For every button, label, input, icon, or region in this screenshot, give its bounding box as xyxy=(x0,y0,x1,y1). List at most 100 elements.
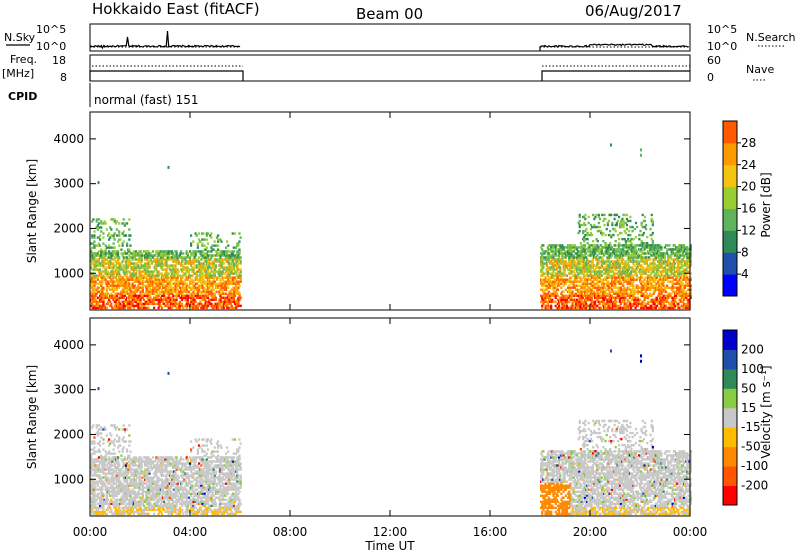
power-cell xyxy=(624,296,627,300)
power-cell xyxy=(94,266,97,269)
power-cell xyxy=(677,302,680,306)
power-cell xyxy=(544,272,547,275)
power-cell xyxy=(164,304,167,308)
power-cell xyxy=(191,280,194,283)
power-cell xyxy=(169,284,173,287)
power-cell xyxy=(655,254,659,257)
power-cell xyxy=(581,246,584,249)
power-cell xyxy=(200,278,203,281)
power-cell xyxy=(622,282,625,285)
power-cell xyxy=(149,282,152,285)
power-cell xyxy=(600,284,603,287)
power-cell xyxy=(540,262,543,265)
power-cell xyxy=(166,278,169,281)
power-cell xyxy=(552,280,555,283)
power-cell xyxy=(205,282,209,285)
power-cell xyxy=(626,262,629,265)
power-cell xyxy=(198,250,201,253)
power-cell xyxy=(598,306,601,310)
power-cell xyxy=(131,286,134,289)
power-cell xyxy=(590,244,593,247)
power-cell xyxy=(166,252,169,255)
power-cell xyxy=(643,248,646,251)
power-cell xyxy=(133,298,137,302)
power-cell xyxy=(571,300,574,304)
power-cell xyxy=(238,292,241,295)
power-cell xyxy=(99,226,102,229)
power-cell xyxy=(651,270,654,273)
power-cell xyxy=(162,276,165,279)
power-cell xyxy=(204,264,207,267)
power-cell xyxy=(623,246,626,249)
power-cell xyxy=(167,286,170,289)
power-cell xyxy=(544,306,547,310)
power-cell xyxy=(114,250,117,253)
power-cell xyxy=(668,302,671,306)
power-cell xyxy=(675,248,678,251)
power-cell xyxy=(193,260,196,263)
power-cell xyxy=(221,270,224,273)
power-cell xyxy=(113,238,116,241)
power-cell xyxy=(679,280,682,283)
power-cell xyxy=(591,246,594,249)
power-cell xyxy=(569,306,572,310)
power-cell xyxy=(564,264,567,267)
power-cell xyxy=(631,266,634,269)
power-cell xyxy=(146,306,149,310)
power-cell xyxy=(230,292,233,295)
power-cell xyxy=(177,282,180,285)
power-cell xyxy=(137,254,140,257)
power-cell xyxy=(618,290,621,293)
power-cell xyxy=(201,264,204,267)
power-cell xyxy=(654,266,657,269)
power-cell xyxy=(597,274,600,277)
power-cell xyxy=(640,153,642,157)
power-cell xyxy=(200,268,203,271)
power-cell xyxy=(601,294,605,298)
power-cell xyxy=(618,237,621,241)
power-cell xyxy=(668,248,671,251)
power-cell xyxy=(640,290,643,293)
power-cell xyxy=(234,288,237,291)
power-cell xyxy=(654,282,657,285)
power-cell xyxy=(238,296,241,300)
power-cell xyxy=(204,270,207,273)
power-cell xyxy=(592,268,596,271)
power-cell xyxy=(193,252,196,255)
power-cell xyxy=(194,278,197,281)
power-cell xyxy=(574,306,578,310)
power-cell xyxy=(594,274,597,277)
power-cell xyxy=(624,304,627,308)
power-cell xyxy=(593,223,596,227)
power-cell xyxy=(658,274,661,277)
power-cell xyxy=(583,252,587,255)
power-cell xyxy=(220,274,223,277)
power-cell xyxy=(122,268,125,271)
power-cell xyxy=(123,294,126,298)
power-cell xyxy=(159,266,162,269)
power-cell xyxy=(219,298,222,302)
power-cell xyxy=(685,246,688,249)
power-cell xyxy=(137,264,140,267)
power-cell xyxy=(549,294,552,298)
power-cell xyxy=(632,284,635,287)
power-cell xyxy=(687,256,690,259)
power-cell xyxy=(625,217,629,221)
power-cell xyxy=(627,292,630,295)
power-cell xyxy=(157,298,160,302)
power-cell xyxy=(558,252,561,255)
power-cell xyxy=(664,286,668,289)
power-cell xyxy=(207,276,210,279)
power-cell xyxy=(167,306,170,310)
power-cell xyxy=(606,300,609,304)
power-cell xyxy=(218,268,221,271)
power-cell xyxy=(590,274,593,277)
power-cell xyxy=(681,254,684,257)
power-cell xyxy=(591,254,594,257)
power-cell xyxy=(547,298,551,302)
power-cell xyxy=(660,292,663,295)
power-cell xyxy=(229,276,232,279)
power-cell xyxy=(172,252,175,255)
power-cell xyxy=(121,300,124,304)
